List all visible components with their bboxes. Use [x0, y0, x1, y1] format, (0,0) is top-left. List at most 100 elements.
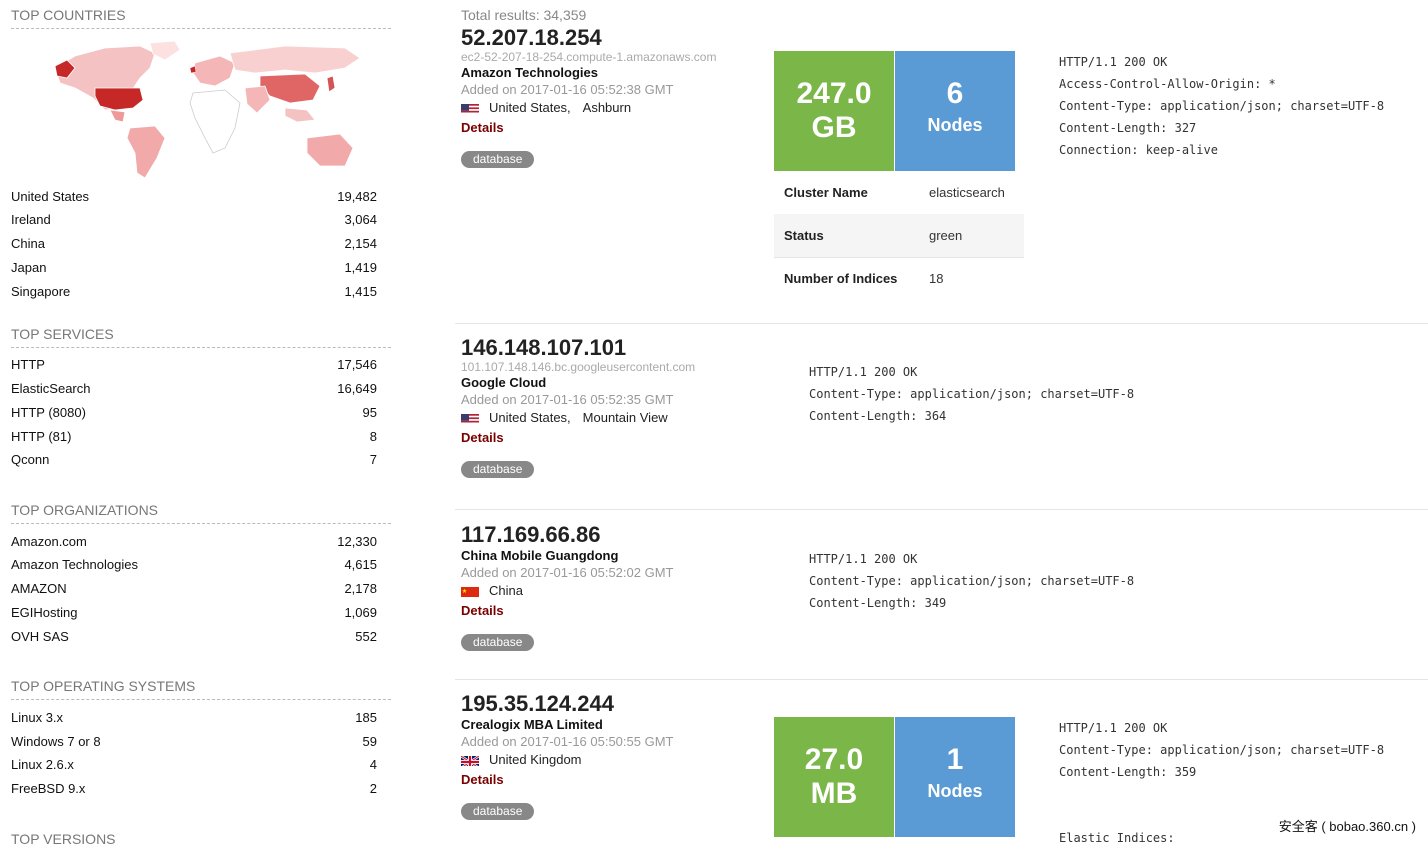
stat-label: FreeBSD 9.x	[11, 781, 86, 796]
stat-label: Ireland	[11, 212, 51, 227]
os-row[interactable]: Windows 7 or 8 59	[11, 734, 377, 754]
os-row[interactable]: FreeBSD 9.x 2	[11, 781, 377, 801]
org-row[interactable]: Amazon.com 12,330	[11, 534, 377, 554]
result-city[interactable]: Ashburn	[582, 100, 632, 115]
service-row[interactable]: HTTP (81) 8	[11, 429, 377, 449]
result-item: 52.207.18.254 ec2-52-207-18-254.compute-…	[461, 26, 716, 168]
us-flag-icon	[461, 412, 479, 424]
result-location: China	[461, 581, 673, 601]
stat-label: ElasticSearch	[11, 381, 91, 396]
stat-value: 59	[362, 734, 377, 749]
stat-label: Amazon Technologies	[11, 557, 138, 572]
cluster-nodes-label: Nodes	[927, 781, 983, 801]
details-link[interactable]: Details	[461, 120, 504, 135]
result-ip[interactable]: 52.207.18.254	[461, 25, 602, 50]
result-location: United States, Ashburn	[461, 98, 716, 118]
stat-value: 19,482	[337, 189, 377, 204]
cluster-nodes-value: 6	[946, 77, 964, 110]
org-row[interactable]: OVH SAS 552	[11, 629, 377, 649]
service-row[interactable]: Qconn 7	[11, 452, 377, 472]
result-org[interactable]: Amazon Technologies	[461, 65, 598, 80]
country-row[interactable]: Japan 1,419	[11, 260, 377, 280]
cluster-size-unit: MB	[810, 777, 858, 810]
stat-value: 2,154	[344, 236, 377, 251]
result-added: Added on 2017-01-16 05:52:38 GMT	[461, 82, 674, 97]
result-location: United States, Mountain View	[461, 408, 695, 428]
country-row[interactable]: Ireland 3,064	[11, 212, 377, 232]
section-title: TOP ORGANIZATIONS	[11, 501, 391, 524]
service-row[interactable]: HTTP 17,546	[11, 357, 377, 377]
stat-label: Qconn	[11, 452, 50, 467]
result-banner: HTTP/1.1 200 OK Content-Type: applicatio…	[809, 552, 1135, 610]
result-divider	[455, 679, 1428, 680]
cluster-nodes-value: 1	[946, 743, 964, 776]
result-hostname: 101.107.148.146.bc.googleusercontent.com	[461, 360, 696, 374]
service-row[interactable]: HTTP (8080) 95	[11, 405, 377, 425]
org-row[interactable]: EGIHosting 1,069	[11, 605, 377, 625]
result-location: United Kingdom	[461, 750, 673, 770]
country-row[interactable]: United States 19,482	[11, 189, 377, 209]
stat-label: Japan	[11, 260, 47, 275]
result-ip[interactable]: 195.35.124.244	[461, 691, 614, 716]
us-flag-icon	[461, 102, 479, 114]
cluster-size-value: 27.0	[804, 743, 864, 776]
stat-value: 185	[355, 710, 377, 725]
section-title: TOP VERSIONS	[11, 831, 116, 847]
result-city[interactable]: Mountain View	[582, 410, 668, 425]
tag-badge[interactable]: database	[461, 461, 535, 478]
stat-value: 7	[369, 452, 377, 467]
stat-label: United States	[11, 189, 90, 204]
stat-label: Linux 2.6.x	[11, 757, 74, 772]
os-row[interactable]: Linux 2.6.x 4	[11, 757, 377, 777]
country-row[interactable]: Singapore 1,415	[11, 284, 377, 304]
stat-value: 552	[355, 629, 377, 644]
details-link[interactable]: Details	[461, 430, 504, 445]
details-link[interactable]: Details	[461, 603, 504, 618]
result-org[interactable]: Crealogix MBA Limited	[461, 717, 603, 732]
stat-label: Windows 7 or 8	[11, 734, 101, 749]
result-org[interactable]: China Mobile Guangdong	[461, 548, 619, 563]
service-row[interactable]: ElasticSearch 16,649	[11, 381, 377, 401]
stat-value: 8	[369, 429, 377, 444]
result-banner: HTTP/1.1 200 OK Content-Type: applicatio…	[809, 365, 1135, 423]
tag-badge[interactable]: database	[461, 634, 535, 651]
org-row[interactable]: Amazon Technologies 4,615	[11, 557, 377, 577]
result-country[interactable]: United Kingdom	[489, 752, 582, 767]
os-row[interactable]: Linux 3.x 185	[11, 710, 377, 730]
result-ip[interactable]: 146.148.107.101	[461, 335, 627, 360]
top-versions-section: TOP VERSIONS	[11, 830, 391, 852]
stat-value: 1,415	[344, 284, 377, 299]
stat-label: EGIHosting	[11, 605, 78, 620]
tag-badge[interactable]: database	[461, 803, 535, 820]
result-banner: HTTP/1.1 200 OK Access-Control-Allow-Ori…	[1059, 55, 1385, 157]
result-country[interactable]: United States,	[489, 100, 571, 115]
result-org[interactable]: Google Cloud	[461, 375, 547, 390]
stat-value: 2,178	[344, 581, 377, 596]
tag-badge[interactable]: database	[461, 151, 535, 168]
details-link[interactable]: Details	[461, 772, 504, 787]
result-divider	[455, 323, 1428, 324]
stat-value: 16,649	[337, 381, 377, 396]
info-row: Number of Indices 18	[774, 257, 1024, 300]
stat-label: Amazon.com	[11, 534, 87, 549]
stat-label: HTTP	[11, 357, 45, 372]
total-results: Total results: 34,359	[461, 7, 587, 23]
result-ip[interactable]: 117.169.66.86	[461, 522, 601, 547]
result-added: Added on 2017-01-16 05:50:55 GMT	[461, 734, 674, 749]
result-country[interactable]: United States,	[489, 410, 571, 425]
info-key: Status	[784, 228, 824, 243]
world-map[interactable]	[45, 38, 365, 188]
org-row[interactable]: AMAZON 2,178	[11, 581, 377, 601]
info-value: green	[929, 228, 963, 243]
result-country[interactable]: China	[489, 583, 523, 598]
cluster-size-value: 247.0	[796, 77, 872, 110]
stat-label: AMAZON	[11, 581, 67, 596]
country-row[interactable]: China 2,154	[11, 236, 377, 256]
result-item: 195.35.124.244 Crealogix MBA Limited Add…	[461, 692, 673, 820]
result-item: 146.148.107.101 101.107.148.146.bc.googl…	[461, 336, 695, 478]
cluster-size-box: 247.0 GB	[774, 51, 894, 171]
stat-value: 4,615	[344, 557, 377, 572]
result-item: 117.169.66.86 China Mobile Guangdong Add…	[461, 523, 673, 651]
cluster-nodes-label: Nodes	[927, 115, 983, 135]
top-organizations-section: TOP ORGANIZATIONS	[11, 501, 391, 524]
